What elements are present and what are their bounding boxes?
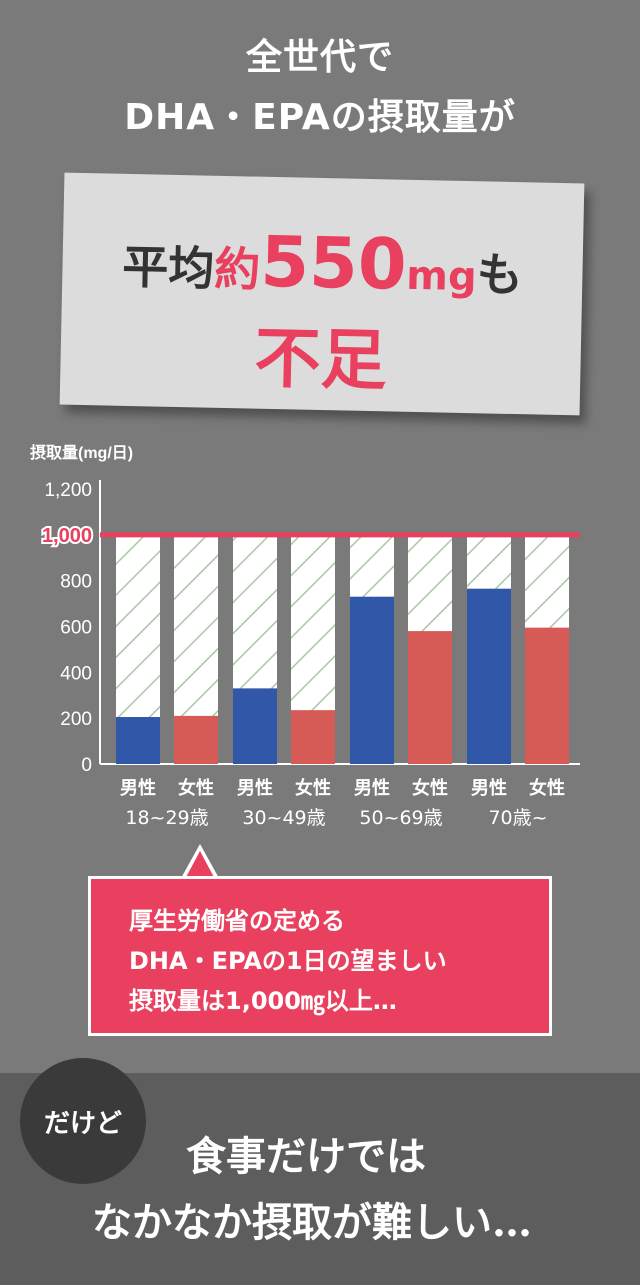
average-label: 平均 — [121, 239, 215, 296]
recommendation-callout: 厚生労働省の定める DHA・EPAの1日の望ましい 摂取量は1,000㎎以上… — [88, 876, 552, 1036]
sex-label: 女性 — [529, 777, 565, 799]
sex-label: 男性 — [471, 777, 507, 799]
shortage-number: 550 — [259, 220, 408, 306]
age-group-label: 30~49歳 — [242, 807, 325, 829]
female-bar — [174, 715, 218, 764]
shortage-card: 平均約550mgも 不足 — [59, 172, 585, 416]
female-bar — [408, 631, 452, 764]
y-tick-label: 0 — [81, 755, 92, 776]
shortage-line-2: 不足 — [253, 319, 388, 400]
sex-label: 男性 — [237, 777, 273, 799]
male-bar — [350, 596, 394, 764]
age-group-label: 50~69歳 — [359, 807, 442, 829]
y-tick-label: 200 — [60, 709, 92, 730]
sex-label: 女性 — [295, 777, 331, 799]
however-badge: だけど — [20, 1058, 146, 1184]
y-axis-title: 摂取量(mg/日) — [30, 443, 133, 462]
bottom-line-1: 食事だけでは — [186, 1133, 426, 1180]
sex-label: 女性 — [178, 777, 214, 799]
shortage-line-1: 平均約550mgも — [62, 217, 584, 310]
sex-label: 女性 — [412, 777, 448, 799]
y-tick-label: 1,200 — [44, 480, 92, 501]
shortage-suffix: も — [476, 247, 524, 303]
bottom-line-2: なかなか摂取が難しい… — [92, 1199, 532, 1246]
callout-line-3: 摂取量は1,000㎎以上… — [129, 987, 397, 1015]
female-bar — [291, 710, 335, 764]
male-bar — [467, 588, 511, 764]
headline-line-2: DHA・EPAの摂取量が — [124, 97, 516, 138]
male-bar — [233, 688, 277, 764]
y-tick-label: 800 — [60, 572, 92, 593]
reference-label: 1,000 — [42, 525, 92, 547]
shortage-unit: mg — [405, 252, 478, 301]
sex-label: 男性 — [354, 777, 390, 799]
age-group-label: 18~29歳 — [125, 807, 208, 829]
callout-line-2: DHA・EPAの1日の望ましい — [129, 947, 447, 975]
sex-label: 男性 — [120, 777, 156, 799]
age-group-label: 70歳~ — [488, 807, 547, 829]
female-bar — [525, 627, 569, 764]
callout-line-1: 厚生労働省の定める — [129, 907, 345, 935]
male-bar — [116, 717, 160, 764]
approx-label: 約 — [213, 241, 261, 297]
y-tick-label: 400 — [60, 663, 92, 684]
y-tick-label: 600 — [60, 618, 92, 639]
headline-line-1: 全世代で — [245, 37, 394, 78]
